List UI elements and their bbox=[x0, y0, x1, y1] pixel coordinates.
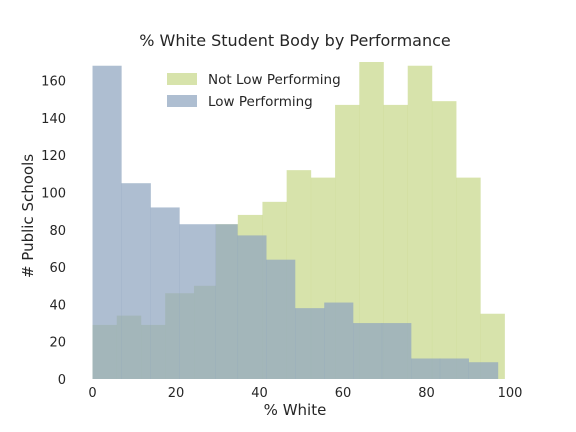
bar-low-0 bbox=[93, 66, 122, 379]
bar-low-10 bbox=[382, 323, 412, 379]
x-tick-label: 0 bbox=[88, 386, 96, 401]
legend-label-not-low-performing: Not Low Performing bbox=[208, 72, 341, 88]
y-axis-label: # Public Schools bbox=[19, 154, 37, 278]
chart-title: % White Student Body by Performance bbox=[139, 31, 451, 50]
y-tick-label: 60 bbox=[49, 261, 66, 276]
legend-label-low-performing: Low Performing bbox=[208, 94, 313, 110]
bar-low-13 bbox=[469, 362, 499, 379]
bar-low-11 bbox=[411, 358, 440, 379]
x-tick-label: 40 bbox=[251, 386, 268, 401]
x-tick-label: 60 bbox=[335, 386, 352, 401]
x-tick-label: 20 bbox=[168, 386, 185, 401]
y-tick-label: 40 bbox=[49, 298, 66, 313]
bar-low-8 bbox=[324, 303, 353, 379]
bar-low-12 bbox=[440, 358, 469, 379]
bar-low-3 bbox=[179, 224, 216, 379]
legend: Not Low Performing Low Performing bbox=[167, 72, 341, 110]
bar-low-4 bbox=[216, 224, 238, 379]
bar-not-low-15 bbox=[456, 178, 481, 379]
legend-swatch-low-performing bbox=[167, 95, 197, 107]
bar-not-low-13 bbox=[408, 66, 433, 379]
bar-low-5 bbox=[237, 235, 266, 379]
y-tick-label: 20 bbox=[49, 336, 66, 351]
bar-low-9 bbox=[353, 323, 382, 379]
legend-swatch-not-low-performing bbox=[167, 73, 197, 85]
y-tick-label: 120 bbox=[41, 149, 66, 164]
x-axis-label: % White bbox=[264, 401, 327, 419]
y-tick-label: 0 bbox=[58, 373, 66, 388]
y-tick-label: 80 bbox=[49, 224, 66, 239]
y-tick-label: 160 bbox=[41, 75, 66, 90]
x-tick-label: 100 bbox=[498, 386, 523, 401]
bar-not-low-14 bbox=[432, 101, 457, 379]
x-tick-label: 80 bbox=[418, 386, 435, 401]
y-tick-label: 100 bbox=[41, 187, 66, 202]
bar-low-2 bbox=[151, 207, 180, 379]
bar-low-6 bbox=[266, 260, 295, 379]
bar-low-1 bbox=[121, 183, 151, 379]
bar-low-7 bbox=[295, 308, 325, 379]
y-tick-label: 140 bbox=[41, 112, 66, 127]
